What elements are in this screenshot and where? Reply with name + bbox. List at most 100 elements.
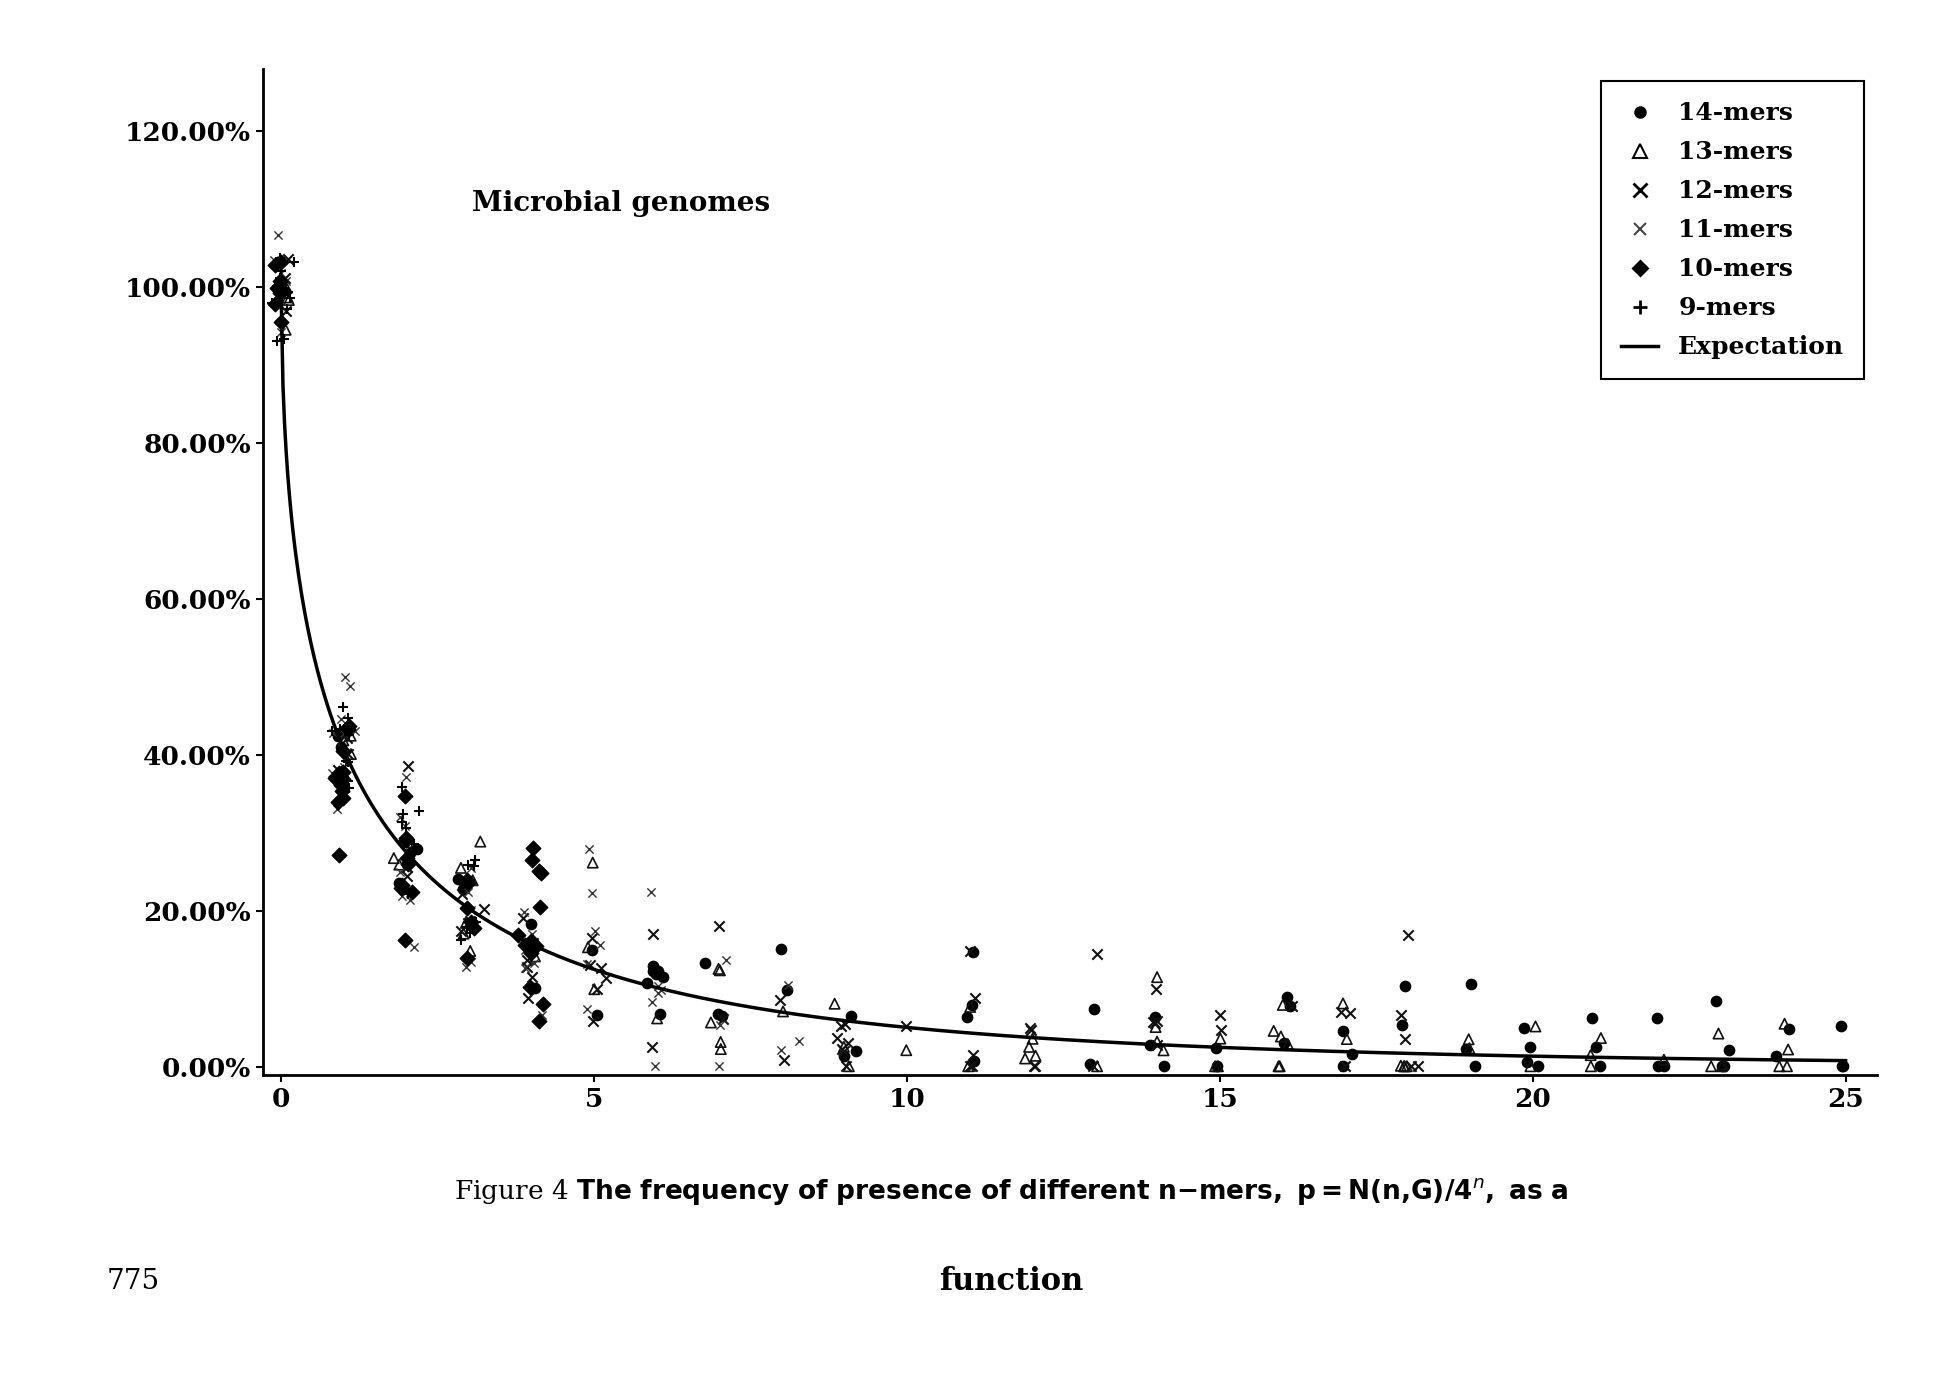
10-mers — [451, 947, 482, 969]
14-mers — [1202, 1056, 1233, 1078]
9-mers — [331, 750, 362, 772]
13-mers — [335, 743, 366, 765]
14-mers — [1274, 995, 1305, 1017]
12-mers — [1334, 1002, 1365, 1024]
12-mers — [578, 1010, 609, 1032]
14-mers — [1078, 999, 1109, 1021]
12-mers — [638, 922, 669, 944]
14-mers — [638, 955, 669, 977]
11-mers — [385, 806, 416, 828]
12-mers — [447, 883, 478, 905]
14-mers — [951, 1006, 982, 1028]
11-mers — [455, 951, 486, 973]
11-mers — [321, 798, 352, 820]
12-mers — [582, 978, 613, 1000]
11-mers — [572, 998, 603, 1020]
14-mers — [515, 912, 547, 934]
14-mers — [383, 872, 414, 894]
11-mers — [266, 321, 298, 343]
11-mers — [784, 1029, 815, 1051]
13-mers — [819, 992, 850, 1014]
Text: Microbial genomes: Microbial genomes — [473, 190, 770, 216]
12-mers — [1276, 995, 1307, 1017]
9-mers — [333, 707, 364, 729]
13-mers — [1204, 1028, 1235, 1050]
12-mers — [1142, 1010, 1173, 1032]
11-mers — [327, 762, 358, 784]
9-mers — [333, 751, 364, 773]
11-mers — [329, 757, 360, 779]
13-mers — [1081, 1056, 1113, 1078]
9-mers — [445, 929, 477, 951]
14-mers — [1642, 1056, 1673, 1078]
13-mers — [1017, 1028, 1048, 1050]
13-mers — [1330, 1028, 1362, 1050]
11-mers — [527, 1003, 558, 1025]
14-mers — [1140, 1006, 1171, 1028]
9-mers — [265, 254, 296, 276]
14-mers — [706, 1005, 737, 1027]
14-mers — [648, 966, 679, 988]
10-mers — [265, 270, 296, 292]
13-mers — [1708, 1053, 1739, 1075]
9-mers — [265, 260, 296, 282]
11-mers — [331, 666, 362, 688]
13-mers — [465, 831, 496, 853]
14-mers — [395, 842, 426, 864]
11-mers — [335, 675, 366, 697]
12-mers — [1140, 1011, 1171, 1034]
Expectation — [1546, 1049, 1570, 1065]
12-mers — [829, 1040, 860, 1062]
12-mers — [1204, 1005, 1235, 1027]
9-mers — [257, 292, 288, 314]
10-mers — [519, 934, 550, 956]
11-mers — [576, 882, 607, 904]
13-mers — [706, 1038, 737, 1060]
11-mers — [325, 708, 356, 730]
12-mers — [272, 248, 303, 270]
11-mers — [391, 842, 422, 864]
11-mers — [259, 249, 290, 271]
14-mers — [1148, 1056, 1179, 1078]
10-mers — [451, 870, 482, 892]
9-mers — [265, 247, 296, 269]
13-mers — [1575, 1045, 1607, 1067]
9-mers — [272, 281, 303, 303]
13-mers — [1326, 992, 1358, 1014]
14-mers — [323, 725, 354, 747]
14-mers — [770, 978, 801, 1000]
12-mers — [823, 1027, 854, 1049]
14-mers — [1389, 976, 1420, 998]
12-mers — [827, 1038, 858, 1060]
11-mers — [385, 861, 416, 883]
13-mers — [953, 1056, 984, 1078]
14-mers — [1455, 973, 1486, 995]
13-mers — [1519, 1016, 1550, 1038]
14-mers — [325, 736, 356, 758]
10-mers — [319, 768, 350, 790]
13-mers — [704, 959, 735, 981]
9-mers — [333, 770, 364, 792]
13-mers — [329, 729, 360, 751]
14-mers — [1706, 1056, 1737, 1078]
14-mers — [840, 1040, 871, 1062]
9-mers — [261, 276, 292, 298]
14-mers — [630, 971, 661, 994]
12-mers — [955, 1056, 986, 1078]
9-mers — [265, 266, 296, 288]
12-mers — [517, 966, 548, 988]
10-mers — [391, 827, 422, 849]
Text: Figure 4 $\mathbf{The\ frequency\ of\ presence\ of\ different}$ $\mathit{\mathbf: Figure 4 $\mathbf{The\ frequency\ of\ pr… — [455, 1177, 1568, 1207]
14-mers — [702, 1003, 733, 1025]
14-mers — [443, 868, 475, 890]
13-mers — [696, 1011, 727, 1034]
14-mers — [1577, 1007, 1609, 1029]
14-mers — [1714, 1039, 1745, 1061]
12-mers — [578, 927, 609, 949]
14-mers — [829, 1045, 860, 1067]
10-mers — [451, 872, 482, 894]
11-mers — [340, 719, 371, 741]
14-mers — [447, 878, 478, 900]
10-mers — [527, 994, 558, 1016]
Text: 775: 775 — [107, 1268, 159, 1295]
